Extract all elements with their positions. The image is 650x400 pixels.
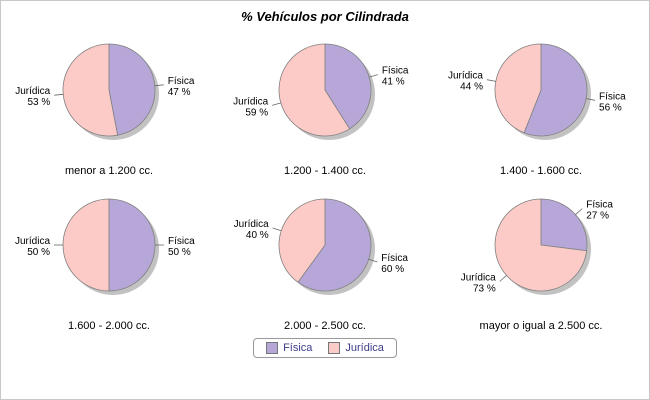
- pie-chart: Física 27 % Jurídica 73 %: [461, 198, 613, 295]
- pie-cell: Física 56 % Jurídica 44 % 1.400 - 1.600 cc.: [436, 26, 646, 177]
- pie-caption: 2.000 - 2.500 cc.: [284, 320, 366, 332]
- label-leader-line: [586, 98, 596, 101]
- pie-cell: Física 60 % Jurídica 40 % 2.000 - 2.500 cc.: [220, 181, 430, 332]
- pie-slice-jurdica: [278, 198, 326, 283]
- slice-label: Física 56 %: [599, 91, 626, 113]
- pie-slice-fsica: [108, 43, 156, 136]
- label-leader-line: [272, 102, 281, 106]
- fisica-swatch-icon: [266, 342, 279, 354]
- slice-label: Física 50 %: [168, 236, 195, 258]
- pie-grid: Física 47 % Jurídica 53 % menor a 1.200 cc.…: [1, 26, 649, 332]
- juridica-swatch-icon: [328, 342, 341, 354]
- pie-slice-fsica: [297, 198, 372, 292]
- legend-box: Física Jurídica: [253, 338, 397, 358]
- slice-label: Jurídica 73 %: [461, 272, 496, 294]
- slice-label: Jurídica 40 %: [234, 219, 269, 241]
- slice-label: Jurídica 44 %: [448, 71, 483, 93]
- pie-slice-fsica: [523, 43, 588, 137]
- slice-label: Física 41 %: [382, 66, 409, 88]
- slice-label: Física 47 %: [168, 76, 195, 98]
- pie-slice-jurdica: [278, 43, 351, 137]
- label-leader-line: [499, 275, 507, 282]
- pie-caption: 1.200 - 1.400 cc.: [284, 165, 366, 177]
- pie-chart: Física 41 % Jurídica 59 %: [233, 43, 409, 140]
- label-leader-line: [575, 208, 583, 215]
- pie-caption: menor a 1.200 cc.: [64, 165, 154, 177]
- chart-title: % Vehículos por Cilindrada: [241, 9, 409, 24]
- legend-label: Física: [283, 342, 313, 354]
- legend-item-fisica: Física: [266, 342, 312, 354]
- pie-cell: Física 50 % Jurídica 50 % 1.600 - 2.000 cc.: [4, 181, 214, 332]
- legend-label: Jurídica: [345, 342, 384, 354]
- pie-chart: Física 60 % Jurídica 40 %: [234, 198, 408, 295]
- pie-chart: Física 47 % Jurídica 53 %: [15, 43, 195, 140]
- legend: Física Jurídica: [1, 338, 649, 358]
- pie-slice-jurdica: [494, 43, 542, 134]
- label-leader-line: [154, 84, 164, 87]
- pie-cell: Física 27 % Jurídica 73 % mayor o igual a 2…: [436, 181, 646, 332]
- slice-label: Jurídica 53 %: [15, 86, 50, 108]
- label-leader-line: [368, 258, 378, 263]
- pie-chart: Física 50 % Jurídica 50 %: [15, 198, 195, 295]
- pie-cell: Física 47 % Jurídica 53 % menor a 1.200 cc.: [4, 26, 214, 177]
- label-leader-line: [369, 74, 378, 78]
- label-leader-line: [486, 79, 496, 82]
- slice-label: Física 27 %: [586, 200, 613, 222]
- pie-caption: 1.600 - 2.000 cc.: [68, 320, 150, 332]
- pie-slice-jurdica: [62, 198, 110, 292]
- slice-label: Física 60 %: [381, 253, 408, 275]
- legend-item-juridica: Jurídica: [328, 342, 384, 354]
- pie-slice-fsica: [540, 198, 588, 252]
- pie-caption: 1.400 - 1.600 cc.: [500, 165, 582, 177]
- pie-cell: Física 41 % Jurídica 59 % 1.200 - 1.400 cc.: [220, 26, 430, 177]
- pie-chart: Física 56 % Jurídica 44 %: [448, 43, 626, 140]
- slice-label: Jurídica 59 %: [233, 96, 268, 118]
- slice-label: Jurídica 50 %: [15, 236, 50, 258]
- pie-caption: mayor o igual a 2.500 cc.: [479, 320, 603, 332]
- label-leader-line: [272, 227, 282, 232]
- label-leader-line: [54, 93, 64, 96]
